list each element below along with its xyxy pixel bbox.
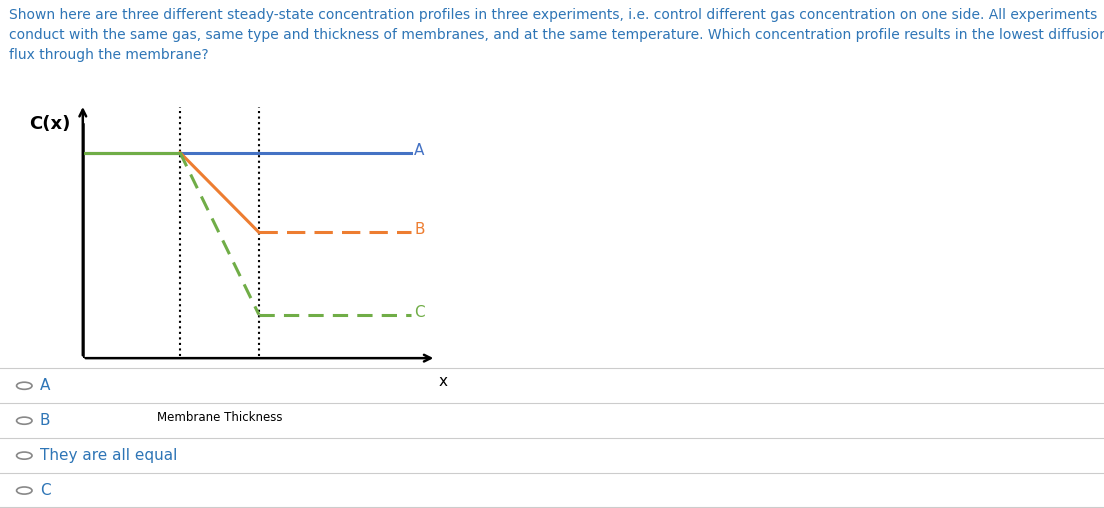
Text: flux through the membrane?: flux through the membrane? <box>9 48 209 62</box>
Text: B: B <box>40 413 51 428</box>
Text: They are all equal: They are all equal <box>40 448 177 463</box>
Text: C: C <box>414 305 425 320</box>
Text: B: B <box>414 223 425 237</box>
Text: A: A <box>40 378 50 393</box>
Text: C: C <box>40 483 51 498</box>
Text: C(x): C(x) <box>30 115 71 134</box>
Text: Membrane Thickness: Membrane Thickness <box>157 411 283 424</box>
Text: Shown here are three different steady-state concentration profiles in three expe: Shown here are three different steady-st… <box>9 8 1097 22</box>
Text: x: x <box>439 373 448 389</box>
Text: A: A <box>414 143 425 157</box>
Text: conduct with the same gas, same type and thickness of membranes, and at the same: conduct with the same gas, same type and… <box>9 28 1104 42</box>
